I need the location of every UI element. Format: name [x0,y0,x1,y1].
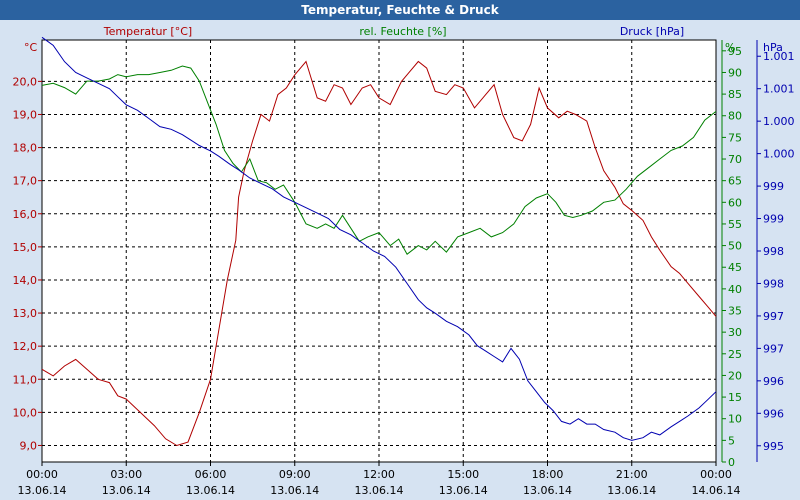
hum-tick-label: 90 [728,66,742,79]
hum-tick-label: 65 [728,175,742,188]
hum-tick-label: 10 [728,413,742,426]
press-tick-label: 1.001 [763,83,795,96]
press-legend: Druck [hPa] [620,25,684,38]
hum-tick-label: 0 [728,456,735,469]
temp-series-line [41,60,717,447]
x-tick-time: 06:00 [195,468,227,481]
press-unit-label: hPa [763,41,783,54]
temp-tick-label: 20,0 [13,75,38,88]
temp-legend: Temperatur [°C] [103,25,192,38]
hum-tick-label: 5 [728,434,735,447]
hum-tick-label: 95 [728,45,742,58]
hum-tick-label: 80 [728,110,742,123]
x-tick-time: 00:00 [700,468,732,481]
chart: 9,0 10,0 11,0 12,0 13,0 14,0 15,0 16,0 17,0 18,0 1… [0,20,800,500]
temp-tick-label: 17,0 [13,175,38,188]
press-tick-label: 998 [763,277,784,290]
x-tick-date: 13.06.14 [270,484,319,497]
window-title: Temperatur, Feuchte & Druck [0,0,800,20]
hum-tick-label: 55 [728,218,742,231]
grid-lines [42,40,716,462]
x-tick-time: 03:00 [110,468,142,481]
hum-series-line [41,65,717,255]
hum-tick-label: 70 [728,153,742,166]
temp-tick-label: 16,0 [13,208,38,221]
press-tick-label: 1.000 [763,148,795,161]
hum-tick-label: 25 [728,348,742,361]
x-tick-time: 09:00 [279,468,311,481]
press-tick-label: 1.000 [763,115,795,128]
press-series-line [41,36,717,441]
temp-unit-label: °C [24,41,38,54]
press-tick-label: 998 [763,245,784,258]
hum-tick-label: 50 [728,240,742,253]
x-tick-date: 13.06.14 [18,484,67,497]
temp-tick-label: 11,0 [13,373,38,386]
x-tick-time: 15:00 [447,468,479,481]
hum-legend: rel. Feuchte [%] [359,25,446,38]
hum-tick-label: 35 [728,305,742,318]
temp-tick-label: 10,0 [13,406,38,419]
temp-tick-label: 9,0 [20,439,38,452]
axes [38,40,761,466]
x-tick-date: 13.06.14 [186,484,235,497]
press-tick-label: 1.001 [763,50,795,63]
x-tick-date: 14.06.14 [692,484,741,497]
temp-tick-label: 14,0 [13,274,38,287]
x-tick-time: 12:00 [363,468,395,481]
press-tick-label: 996 [763,375,784,388]
x-tick-time: 00:00 [26,468,58,481]
hum-tick-label: 40 [728,283,742,296]
press-tick-label: 997 [763,342,784,355]
hum-tick-label: 45 [728,261,742,274]
temp-tick-label: 12,0 [13,340,38,353]
temp-tick-label: 18,0 [13,142,38,155]
temp-tick-label: 15,0 [13,241,38,254]
series-lines [41,36,717,447]
x-tick-time: 21:00 [616,468,648,481]
hum-tick-label: 60 [728,196,742,209]
press-tick-label: 997 [763,310,784,323]
press-tick-label: 996 [763,407,784,420]
temp-tick-label: 19,0 [13,108,38,121]
hum-tick-label: 30 [728,326,742,339]
x-tick-date: 13.06.14 [607,484,656,497]
x-tick-date: 13.06.14 [439,484,488,497]
temp-tick-label: 13,0 [13,307,38,320]
x-tick-date: 13.06.14 [523,484,572,497]
hum-tick-label: 75 [728,131,742,144]
x-tick-time: 18:00 [532,468,564,481]
hum-tick-label: 85 [728,88,742,101]
press-tick-label: 999 [763,180,784,193]
press-tick-label: 999 [763,213,784,226]
x-tick-date: 13.06.14 [355,484,404,497]
press-tick-label: 995 [763,440,784,453]
hum-unit-label: % [725,41,735,54]
axis-labels: 9,0 10,0 11,0 12,0 13,0 14,0 15,0 16,0 17,0 18,0 1… [13,25,795,497]
hum-tick-label: 20 [728,369,742,382]
x-tick-date: 13.06.14 [102,484,151,497]
hum-tick-label: 15 [728,391,742,404]
